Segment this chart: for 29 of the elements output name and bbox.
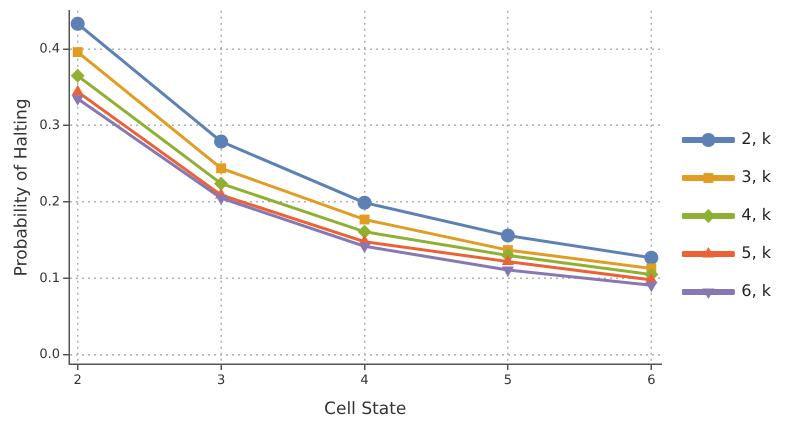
point <box>216 163 226 174</box>
y-tick-label: 0.3 <box>39 118 60 133</box>
legend-label: 6, k <box>741 281 772 300</box>
point <box>500 228 515 243</box>
x-axis-title: Cell State <box>324 399 406 420</box>
point <box>644 250 658 265</box>
x-tick-label: 2 <box>74 373 82 388</box>
point <box>70 16 85 31</box>
point <box>70 68 85 83</box>
x-tick-label: 6 <box>647 373 656 388</box>
point <box>502 266 514 277</box>
point <box>360 214 370 224</box>
y-tick-label: 0.2 <box>39 194 60 210</box>
legend-label: 3, k <box>741 167 772 186</box>
y-axis-title: Probability of Halting <box>12 98 32 276</box>
x-tick-label: 3 <box>216 373 226 388</box>
legend-label: 4, k <box>741 205 772 224</box>
point <box>358 224 372 239</box>
point <box>214 176 228 191</box>
legend-label: 2, k <box>741 129 772 148</box>
y-tick-label: 0.4 <box>39 41 60 56</box>
legend-label: 5, k <box>741 243 772 262</box>
point <box>72 47 83 58</box>
point <box>358 196 372 210</box>
x-tick-label: 4 <box>360 373 369 388</box>
x-tick-label: 5 <box>504 373 512 388</box>
y-tick-label: 0.1 <box>39 270 60 286</box>
y-tick-label: 0.0 <box>39 347 60 362</box>
point <box>214 134 228 149</box>
